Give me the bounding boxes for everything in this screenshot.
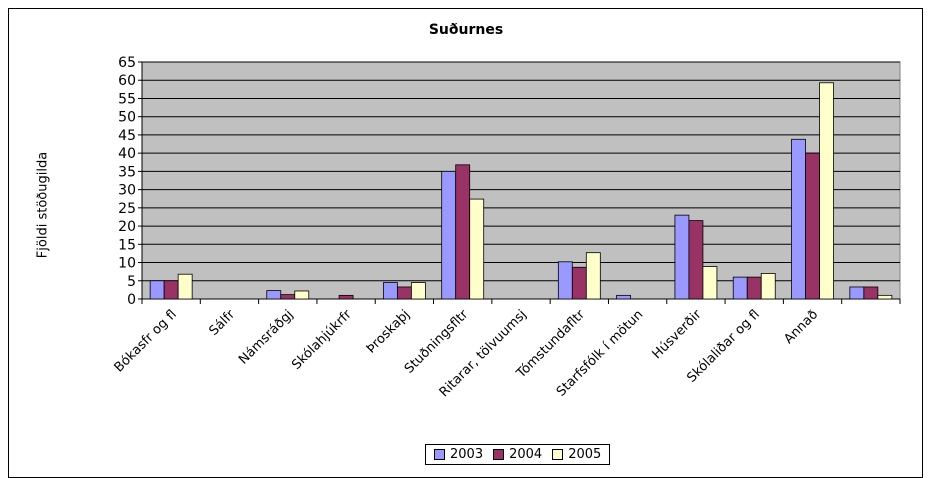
bar-2005 bbox=[702, 266, 718, 300]
bar-2005 bbox=[410, 282, 426, 300]
bar-2004 bbox=[863, 286, 879, 300]
bar-2005 bbox=[877, 294, 893, 300]
y-tick-label: 65 bbox=[118, 55, 136, 71]
y-tick-label: 30 bbox=[118, 183, 136, 199]
y-tick-label: 25 bbox=[118, 201, 136, 217]
legend-label: 2005 bbox=[568, 447, 602, 462]
y-tick-label: 40 bbox=[118, 146, 136, 162]
bar-2003 bbox=[732, 276, 748, 300]
y-tick-label: 55 bbox=[118, 91, 136, 107]
legend-label: 2004 bbox=[509, 447, 543, 462]
y-tick-label: 5 bbox=[127, 274, 136, 290]
x-tick-label: Þroskaþj bbox=[364, 307, 413, 356]
bar-2005 bbox=[760, 273, 776, 300]
bar-2004 bbox=[688, 220, 704, 300]
bar-2003 bbox=[441, 170, 457, 300]
bar-2003 bbox=[616, 294, 632, 300]
y-tick-label: 45 bbox=[118, 128, 136, 144]
bar-2004 bbox=[455, 164, 471, 300]
legend-swatch bbox=[434, 449, 445, 460]
bar-2003 bbox=[382, 282, 398, 300]
bar-2003 bbox=[674, 214, 690, 300]
bar-2005 bbox=[469, 198, 485, 300]
bar-2003 bbox=[791, 138, 806, 300]
legend: 2003 2004 2005 bbox=[425, 444, 611, 465]
bar-2004 bbox=[163, 280, 179, 300]
legend-item-2005: 2005 bbox=[552, 447, 601, 462]
x-tick-label: Skólahjúkrfr bbox=[289, 307, 355, 373]
chart-title: Suðurnes bbox=[428, 22, 504, 38]
bar-2003 bbox=[849, 286, 865, 300]
y-tick-label: 15 bbox=[118, 237, 136, 253]
bar-2005 bbox=[585, 252, 601, 300]
x-tick-label: Húsverðir bbox=[650, 307, 705, 362]
bar-2004 bbox=[571, 266, 587, 300]
y-tick-label: 60 bbox=[118, 73, 136, 89]
bar-2004 bbox=[805, 152, 820, 300]
plot-area bbox=[141, 61, 901, 300]
bar-2003 bbox=[266, 290, 282, 300]
legend-item-2004: 2004 bbox=[493, 447, 542, 462]
legend-item-2003: 2003 bbox=[434, 447, 483, 462]
x-tick-label: Sálfr bbox=[206, 307, 238, 339]
x-tick-label: Bókasfr og fl bbox=[112, 307, 180, 375]
legend-label: 2003 bbox=[450, 447, 484, 462]
y-tick-label: 10 bbox=[118, 256, 136, 272]
bar-2004 bbox=[338, 294, 354, 300]
bar-2005 bbox=[819, 82, 834, 300]
y-tick-label: 50 bbox=[118, 110, 136, 126]
x-tick-label: Annað bbox=[781, 307, 821, 347]
y-tick-label: 35 bbox=[118, 164, 136, 180]
bar-2003 bbox=[557, 261, 573, 300]
bar-2005 bbox=[294, 290, 310, 300]
bar-2005 bbox=[177, 273, 193, 300]
x-tick-label: Námsráðgj bbox=[236, 307, 296, 367]
bar-2004 bbox=[280, 294, 296, 300]
bar-2004 bbox=[396, 286, 412, 300]
legend-swatch bbox=[493, 449, 505, 460]
y-tick-label: 0 bbox=[127, 292, 136, 308]
legend-swatch bbox=[552, 449, 564, 460]
bar-2003 bbox=[149, 280, 165, 300]
bar-2004 bbox=[746, 276, 762, 300]
y-tick-label: 20 bbox=[118, 219, 136, 235]
